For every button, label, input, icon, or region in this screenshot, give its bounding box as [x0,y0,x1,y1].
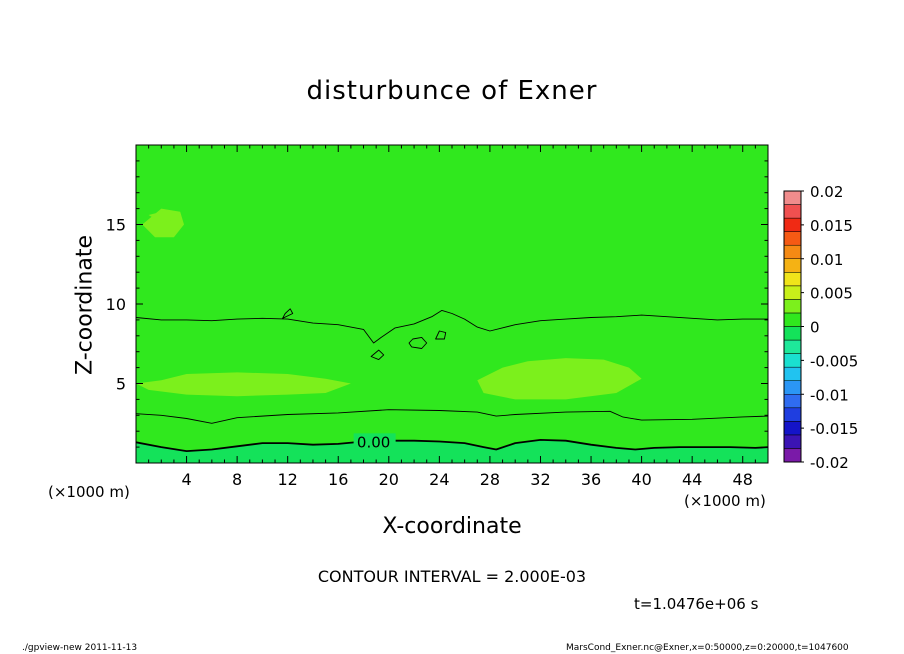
footer-program-date: ./gpview-new 2011-11-13 [22,643,138,653]
colorbar-bin [783,231,802,246]
x-unit-left: (×1000 m) [48,483,130,501]
colorbar-tick-label: -0.005 [810,352,858,370]
chart-title: disturbunce of Exner [306,76,598,106]
colorbar-bin [783,353,802,368]
plot-area: 0.00 [136,145,768,463]
x-tick-label: 44 [682,470,702,489]
x-tick-label: 48 [733,470,753,489]
colorbar-bin [783,272,802,287]
x-tick-label: 12 [278,470,298,489]
colorbar-bin [783,434,802,449]
positive-region-3 [148,210,174,223]
colorbar-tick-label: -0.015 [810,420,858,438]
colorbar-bin [783,380,802,395]
x-axis-label: X-coordinate [382,514,522,539]
time-label: t=1.0476e+06 s [634,595,759,613]
field-fill-base [136,145,768,463]
footer-source: MarsCond_Exner.nc@Exner,x=0:50000,z=0:20… [566,643,849,653]
x-tick-label: 40 [631,470,651,489]
colorbar-bin [783,394,802,409]
colorbar-bin [783,366,802,381]
colorbar-tick-label: 0.02 [810,183,843,201]
colorbar-tick-label: -0.02 [810,454,849,472]
colorbar-bin [783,258,802,273]
colorbar-bin [783,190,802,205]
positive-region-0 [136,372,351,397]
colorbar-bin [783,217,802,232]
contour-label: 0.00 [357,433,390,451]
x-unit-right: (×1000 m) [684,492,766,510]
contour-line-4 [370,349,385,361]
contour-line-0 [136,438,768,453]
x-tick-label: 24 [429,470,449,489]
colorbar-bin [783,312,802,327]
x-tick-label: 28 [480,470,500,489]
colorbar-bin [783,407,802,422]
contour-line-6 [282,308,294,319]
colorbar-bin [783,326,802,341]
colorbar-bin [783,244,802,259]
colorbar-tick-label: 0.01 [810,251,843,269]
y-tick-label: 5 [116,375,126,394]
colorbar-bin [783,285,802,300]
x-tick-label: 32 [530,470,550,489]
x-tick-label: 4 [181,470,191,489]
contour-line-1 [136,409,768,424]
x-tick-label: 36 [581,470,601,489]
colorbar-tick-label: -0.01 [810,386,849,404]
colorbar-bin [783,299,802,314]
colorbar-tick-label: 0.015 [810,217,853,235]
contour-interval-note: CONTOUR INTERVAL = 2.000E-03 [317,567,587,586]
positive-region-1 [477,358,642,400]
negative-region [136,439,768,463]
y-tick-label: 15 [106,216,126,235]
x-tick-label: 8 [232,470,242,489]
y-axis-label: Z-coordinate [72,235,98,375]
contour-line-5 [435,330,447,340]
positive-region-2 [142,208,184,238]
y-tick-label: 10 [106,295,126,314]
contour-line-2 [136,309,768,344]
colorbar-bin [783,448,802,463]
x-tick-label: 16 [328,470,348,489]
colorbar-bin [783,421,802,436]
colorbar-tick-label: 0.005 [810,285,853,303]
colorbar: 0.02 0.015 0.01 0.005 0 -0.005 -0.01 -0.015 -0.0… [783,183,858,472]
colorbar-bin [783,339,802,354]
contour-label-bg [353,433,396,448]
contour-line-3 [408,336,428,349]
colorbar-tick-label: 0 [810,319,820,337]
x-tick-label: 20 [379,470,399,489]
colorbar-bin [783,204,802,219]
